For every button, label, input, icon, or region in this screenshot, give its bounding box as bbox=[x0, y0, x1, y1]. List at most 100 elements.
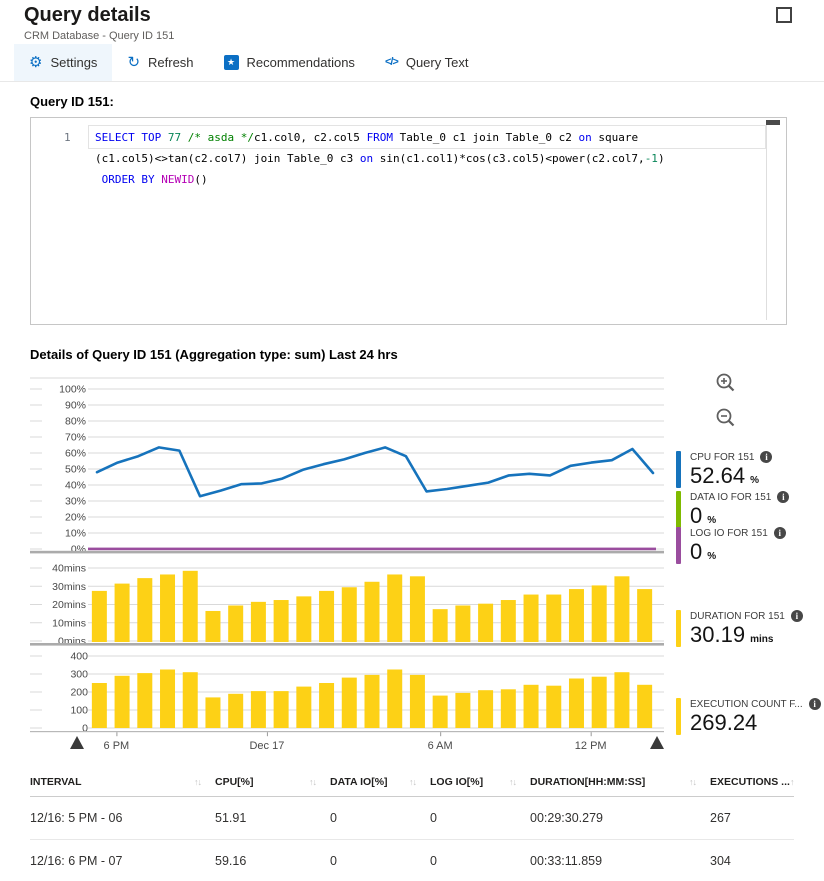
duration-bar bbox=[523, 594, 539, 642]
table-row[interactable]: 12/16: 5 PM - 06 51.91 0 0 00:29:30.279 267 bbox=[30, 797, 794, 840]
toolbar: ⚙ Settings ↻ Refresh ★ Recommendations </> Quer… bbox=[0, 44, 824, 82]
legend-color-strip bbox=[676, 610, 681, 647]
current-line-highlight bbox=[88, 125, 766, 149]
info-icon[interactable]: i bbox=[773, 527, 786, 539]
execution-count-bar bbox=[341, 677, 357, 728]
legend-color-strip bbox=[676, 451, 681, 488]
y-axis-tick-label: 90% bbox=[65, 400, 86, 412]
table-cell: 304 bbox=[710, 854, 731, 868]
log-io-zero-line bbox=[88, 547, 656, 551]
y-axis-tick-label: 70% bbox=[65, 432, 86, 444]
page-title: Query details bbox=[24, 4, 151, 26]
duration-bar bbox=[478, 603, 494, 642]
execution-count-bar bbox=[364, 674, 380, 728]
duration-bar bbox=[182, 570, 198, 642]
toolbar-button-recommendations[interactable]: ★ Recommendations bbox=[209, 44, 370, 81]
toolbar-button-label: Settings bbox=[50, 55, 98, 70]
query-text-editor[interactable]: 1 SELECT TOP 77 /* asda */c1.col0, c2.co… bbox=[30, 117, 787, 325]
execution-count-bar bbox=[568, 678, 584, 728]
y-axis-tick-label: 20% bbox=[65, 512, 86, 524]
toolbar-button-label: Refresh bbox=[148, 55, 194, 70]
legend-metric-value: 0 bbox=[690, 503, 703, 528]
sort-icon: ↑↓ bbox=[789, 777, 794, 787]
duration-bar bbox=[455, 605, 471, 642]
y-axis-tick-label: 10mins bbox=[52, 617, 86, 629]
table-cell: 00:29:30.279 bbox=[530, 811, 603, 825]
x-axis-label: 6 AM bbox=[428, 740, 453, 752]
table-row[interactable]: 12/16: 6 PM - 07 59.16 0 0 00:33:11.859 304 bbox=[30, 840, 794, 881]
table-cell: 0 bbox=[330, 811, 337, 825]
column-header-data-io[interactable]: DATA IO[%] ↑↓ bbox=[330, 776, 430, 788]
info-icon[interactable]: i bbox=[760, 451, 773, 463]
toolbar-button-settings[interactable]: ⚙ Settings bbox=[14, 44, 113, 81]
breadcrumb: CRM Database - Query ID 151 bbox=[24, 30, 175, 42]
legend-metric-unit: % bbox=[707, 515, 717, 526]
gear-icon: ⚙ bbox=[29, 54, 43, 71]
execution-count-bar bbox=[409, 674, 425, 728]
legend-metric-name: CPU FOR 151 bbox=[690, 451, 755, 463]
y-axis-tick-label: 30mins bbox=[52, 581, 86, 593]
legend-metric-unit: % bbox=[707, 551, 717, 562]
zoom-out-icon[interactable] bbox=[715, 407, 737, 434]
info-icon[interactable]: i bbox=[790, 610, 803, 622]
column-header-executions[interactable]: EXECUTIONS ...↑↓ bbox=[710, 776, 794, 788]
table-header-row: INTERVAL ↑↓ CPU[%] ↑↓ DATA IO[%] ↑↓ LOG IO[%] ↑… bbox=[30, 768, 794, 797]
sort-icon: ↑↓ bbox=[309, 777, 317, 787]
execution-count-bar bbox=[432, 695, 448, 728]
maximize-icon[interactable] bbox=[776, 7, 792, 23]
column-header-label: EXECUTIONS ... bbox=[710, 776, 790, 788]
y-axis-tick-label: 300 bbox=[70, 669, 88, 681]
y-axis-tick-label: 0 bbox=[82, 723, 88, 735]
zoom-in-icon[interactable] bbox=[715, 372, 737, 399]
x-axis-label: Dec 17 bbox=[249, 740, 284, 752]
table-cell: 0 bbox=[430, 811, 437, 825]
time-range-handle-left[interactable] bbox=[70, 736, 84, 749]
code-scrollbar-thumb[interactable] bbox=[766, 120, 780, 125]
execution-count-bar bbox=[387, 669, 403, 728]
column-header-label: DURATION[HH:MM:SS] bbox=[530, 776, 646, 788]
legend-metric: LOG IO FOR 151 i 0% bbox=[676, 527, 786, 564]
toolbar-button-query-text[interactable]: </> Query Text bbox=[370, 44, 484, 81]
execution-count-bar bbox=[114, 675, 130, 728]
y-axis-tick-label: 80% bbox=[65, 416, 86, 428]
table-cell: 12/16: 5 PM - 06 bbox=[30, 811, 123, 825]
y-axis-tick-label: 0% bbox=[71, 544, 86, 556]
duration-bar bbox=[341, 587, 357, 642]
column-header-interval[interactable]: INTERVAL ↑↓ bbox=[30, 776, 215, 788]
code-line: (c1.col5)<>tan(c2.col7) join Table_0 c3 … bbox=[95, 152, 665, 165]
y-axis-tick-label: 40mins bbox=[52, 563, 86, 575]
legend-metric-value: 52.64 bbox=[690, 463, 746, 488]
info-icon[interactable]: i bbox=[808, 698, 821, 710]
duration-bar bbox=[591, 585, 607, 642]
duration-bar bbox=[409, 576, 425, 642]
code-scrollbar[interactable] bbox=[766, 120, 767, 320]
toolbar-button-refresh[interactable]: ↻ Refresh bbox=[112, 44, 208, 81]
table-cell: 0 bbox=[330, 854, 337, 868]
execution-count-bar bbox=[455, 692, 471, 728]
legend-metric: EXECUTION COUNT F... i 269.24 bbox=[676, 698, 821, 735]
duration-bar bbox=[114, 583, 130, 642]
execution-count-bar bbox=[478, 690, 494, 728]
column-header-cpu[interactable]: CPU[%] ↑↓ bbox=[215, 776, 330, 788]
legend-color-strip bbox=[676, 491, 681, 528]
legend-metric-name: LOG IO FOR 151 bbox=[690, 527, 768, 539]
duration-bar bbox=[319, 590, 335, 642]
column-header-duration-hh-mm-ss[interactable]: DURATION[HH:MM:SS] ↑↓ bbox=[530, 776, 710, 788]
duration-bar bbox=[250, 601, 266, 642]
execution-count-bar bbox=[182, 672, 198, 728]
sort-icon: ↑↓ bbox=[409, 777, 417, 787]
duration-bar bbox=[228, 605, 244, 642]
execution-count-bar bbox=[614, 672, 630, 728]
info-icon[interactable]: i bbox=[777, 491, 790, 503]
duration-bar bbox=[364, 581, 380, 642]
legend-metric-name: EXECUTION COUNT F... bbox=[690, 698, 803, 710]
sort-icon: ↑↓ bbox=[689, 777, 697, 787]
toolbar-button-label: Recommendations bbox=[246, 55, 355, 70]
column-header-log-io[interactable]: LOG IO[%] ↑↓ bbox=[430, 776, 530, 788]
table-cell: 00:33:11.859 bbox=[530, 854, 603, 868]
y-axis-tick-label: 100% bbox=[59, 384, 86, 396]
time-range-handle-right[interactable] bbox=[650, 736, 664, 749]
legend-metric: CPU FOR 151 i 52.64% bbox=[676, 451, 773, 488]
execution-count-bar bbox=[228, 693, 244, 728]
legend-metric-unit: mins bbox=[750, 634, 774, 645]
